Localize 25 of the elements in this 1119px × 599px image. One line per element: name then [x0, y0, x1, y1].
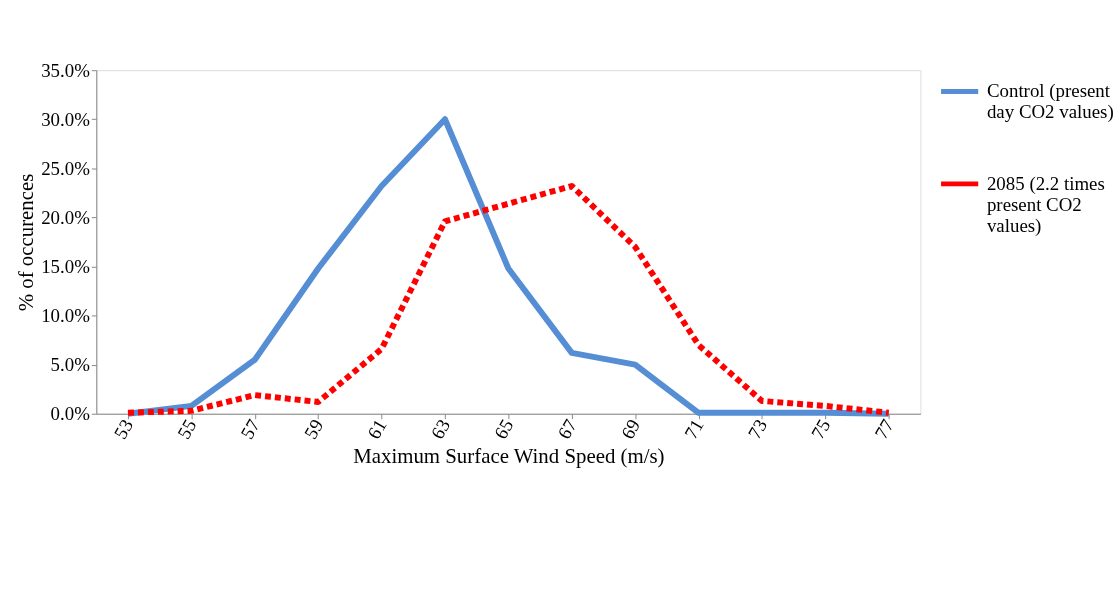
legend-label: 2085 (2.2 times present CO2 values) [986, 172, 1105, 237]
x-axis-title: Maximum Surface Wind Speed (m/s) [353, 444, 665, 469]
legend-label: Control (present day CO2 values) [986, 80, 1114, 124]
y-axis-title: % of occurences [14, 173, 39, 312]
x-tick-label: 55 [172, 415, 201, 443]
x-tick-label: 73 [743, 415, 772, 443]
y-tick-label: 10.0% [41, 305, 91, 327]
y-tick-label: 15.0% [41, 255, 91, 277]
y-tick-label: 0.0% [50, 403, 91, 425]
y-tick-label: 5.0% [50, 354, 91, 376]
x-tick-label: 75 [806, 415, 835, 443]
x-tick-label: 77 [870, 415, 898, 443]
x-tick-label: 65 [489, 415, 518, 443]
x-tick-label: 61 [363, 415, 391, 443]
x-tick-label: 57 [236, 415, 264, 443]
y-tick-label: 25.0% [41, 157, 91, 179]
x-tick-label: 67 [553, 415, 581, 443]
x-tick-label: 63 [426, 415, 455, 443]
y-tick-label: 35.0% [41, 59, 91, 81]
x-tick-label: 59 [299, 415, 328, 443]
x-tick-label: 69 [616, 415, 645, 443]
x-tick-label: 53 [109, 415, 138, 443]
y-tick-label: 20.0% [41, 206, 91, 228]
x-tick-label: 71 [680, 415, 708, 443]
y-tick-label: 30.0% [41, 108, 91, 130]
